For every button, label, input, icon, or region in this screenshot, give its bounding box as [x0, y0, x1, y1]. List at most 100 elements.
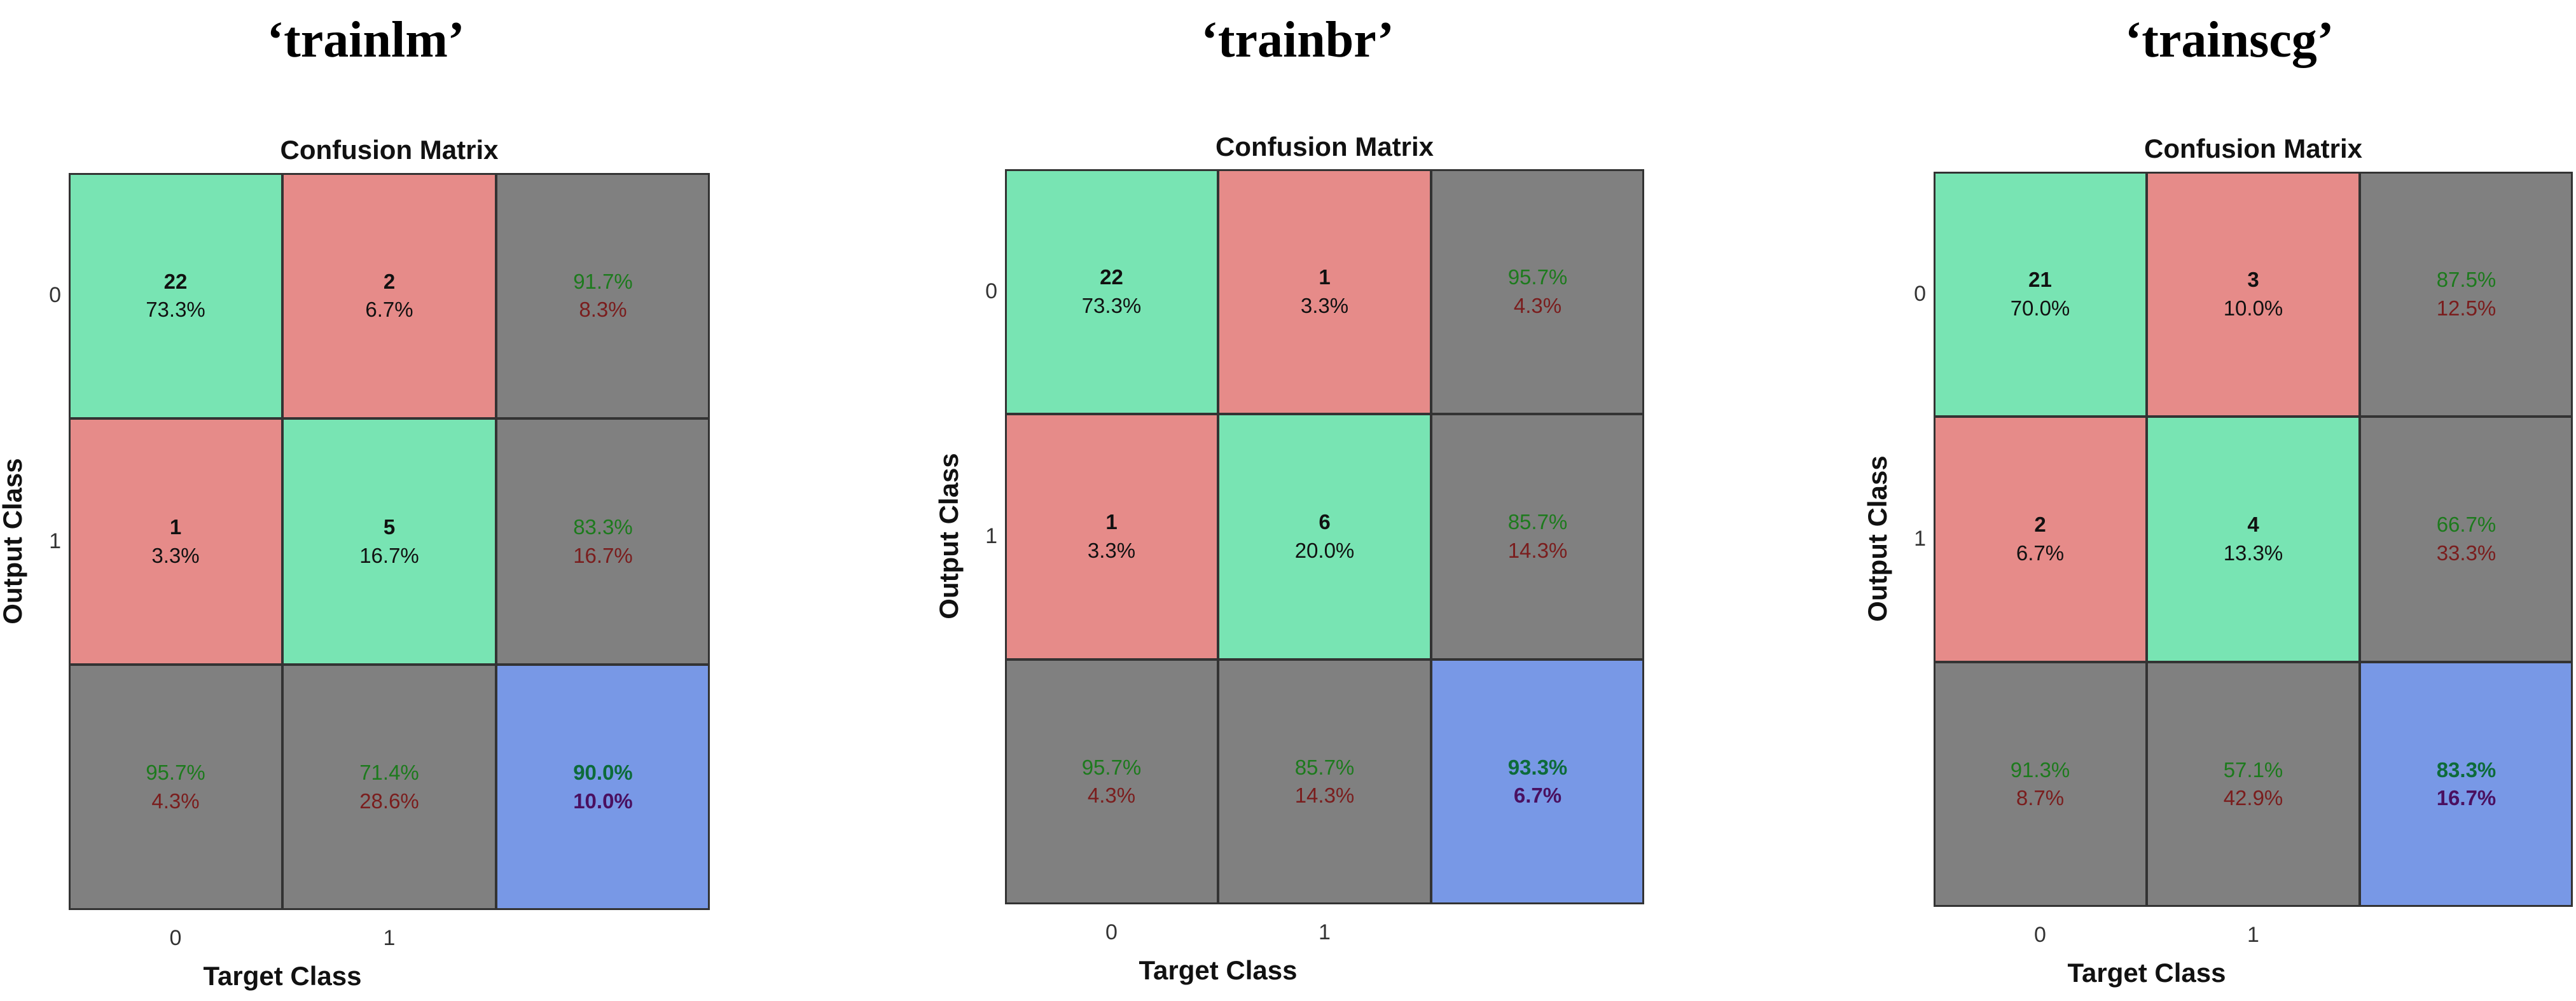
- accuracy-percent: 87.5%: [2436, 268, 2496, 292]
- summary-cell: 83.3% 16.7%: [496, 418, 710, 665]
- confusion-matrix-grid: 21 70.0% 3 10.0% 87.5% 12.5% 2 6.7% 4 13.3% 66.7% 3…: [1934, 172, 2573, 907]
- cell-count: 4: [2247, 513, 2259, 537]
- incorrect-cell: 1 3.3%: [69, 418, 282, 665]
- y-tick-label: 1: [49, 528, 61, 553]
- overall-accuracy-cell: 90.0% 10.0%: [496, 664, 710, 911]
- accuracy-percent: 66.7%: [2436, 513, 2496, 537]
- error-percent: 14.3%: [1294, 784, 1355, 808]
- cell-percent: 16.7%: [359, 543, 419, 567]
- summary-cell: 95.7% 4.3%: [1431, 169, 1644, 415]
- correct-cell: 4 13.3%: [2147, 417, 2360, 662]
- summary-cell: 85.7% 14.3%: [1431, 414, 1644, 659]
- summary-cell: 87.5% 12.5%: [2360, 172, 2573, 417]
- summary-cell: 91.7% 8.3%: [496, 173, 710, 419]
- error-percent: 33.3%: [2436, 541, 2496, 565]
- cell-count: 6: [1319, 510, 1331, 534]
- confusion-matrix-grid: 22 73.3% 1 3.3% 95.7% 4.3% 1 3.3% 6 20.0% 85.7% 14.…: [1005, 169, 1644, 904]
- error-percent: 28.6%: [359, 789, 419, 813]
- cell-count: 2: [383, 269, 396, 293]
- cell-count: 21: [2028, 268, 2052, 292]
- accuracy-percent: 83.3%: [2436, 757, 2496, 782]
- y-tick-label: 0: [985, 279, 997, 303]
- confusion-matrix-panel: ‘trainscg’ Confusion Matrix 21 70.0% 3 10.0% 8…: [1862, 0, 2576, 1001]
- x-axis-label: Target Class: [2067, 957, 2226, 988]
- correct-cell: 21 70.0%: [1934, 172, 2147, 417]
- cell-percent: 3.3%: [151, 543, 200, 567]
- confusion-matrix-panel: ‘trainbr’ Confusion Matrix 22 73.3% 1 3.3% 95.…: [932, 0, 1663, 1001]
- incorrect-cell: 2 6.7%: [282, 173, 496, 419]
- cell-count: 1: [1319, 265, 1331, 289]
- incorrect-cell: 1 3.3%: [1218, 169, 1431, 415]
- cell-percent: 6.7%: [2016, 541, 2065, 565]
- error-percent: 8.3%: [579, 298, 627, 322]
- cell-count: 1: [1105, 510, 1118, 534]
- summary-cell: 91.3% 8.7%: [1934, 661, 2147, 907]
- cell-count: 3: [2247, 268, 2259, 292]
- chart-title: Confusion Matrix: [1215, 132, 1434, 162]
- chart-title: Confusion Matrix: [2144, 134, 2362, 163]
- overall-accuracy-cell: 93.3% 6.7%: [1431, 659, 1644, 904]
- panel-heading: ‘trainbr’: [1201, 12, 1394, 68]
- x-tick-label: 1: [2247, 922, 2259, 947]
- x-tick-label: 0: [2034, 922, 2046, 947]
- incorrect-cell: 2 6.7%: [1934, 417, 2147, 662]
- x-tick-label: 1: [1319, 920, 1331, 944]
- accuracy-percent: 90.0%: [573, 761, 633, 785]
- panel-heading: ‘trainscg’: [2124, 12, 2334, 68]
- y-tick-label: 0: [49, 283, 61, 308]
- x-tick-label: 0: [169, 926, 182, 951]
- accuracy-percent: 57.1%: [2223, 757, 2283, 782]
- error-percent: 4.3%: [151, 789, 200, 813]
- accuracy-percent: 95.7%: [1507, 265, 1568, 289]
- summary-cell: 95.7% 4.3%: [1005, 659, 1218, 904]
- summary-cell: 95.7% 4.3%: [69, 664, 282, 911]
- x-axis-label: Target Class: [203, 961, 362, 991]
- accuracy-percent: 95.7%: [1081, 755, 1142, 779]
- error-percent: 6.7%: [1513, 784, 1562, 808]
- error-percent: 8.7%: [2016, 786, 2065, 810]
- accuracy-percent: 91.7%: [573, 269, 633, 293]
- error-percent: 16.7%: [573, 543, 633, 567]
- y-tick-label: 1: [985, 523, 997, 548]
- accuracy-percent: 83.3%: [573, 515, 633, 539]
- error-percent: 14.3%: [1507, 538, 1568, 562]
- cell-percent: 13.3%: [2223, 541, 2283, 565]
- x-tick-label: 0: [1105, 920, 1118, 944]
- y-axis-label: Output Class: [1862, 455, 1892, 622]
- cell-count: 22: [1100, 265, 1123, 289]
- incorrect-cell: 3 10.0%: [2147, 172, 2360, 417]
- cell-percent: 6.7%: [365, 298, 413, 322]
- cell-count: 1: [169, 515, 182, 539]
- correct-cell: 22 73.3%: [1005, 169, 1218, 415]
- confusion-matrix-panel: ‘trainlm’ Confusion Matrix 22 73.3% 2 6.7% 91.…: [0, 0, 731, 1001]
- accuracy-percent: 95.7%: [146, 761, 205, 785]
- correct-cell: 6 20.0%: [1218, 414, 1431, 659]
- cell-percent: 3.3%: [1087, 538, 1136, 562]
- incorrect-cell: 1 3.3%: [1005, 414, 1218, 659]
- accuracy-percent: 71.4%: [359, 761, 419, 785]
- summary-cell: 85.7% 14.3%: [1218, 659, 1431, 904]
- chart-title: Confusion Matrix: [280, 135, 499, 165]
- accuracy-percent: 91.3%: [2010, 757, 2070, 782]
- cell-percent: 20.0%: [1294, 538, 1355, 562]
- overall-accuracy-cell: 83.3% 16.7%: [2360, 661, 2573, 907]
- cell-percent: 70.0%: [2010, 296, 2070, 320]
- error-percent: 42.9%: [2223, 786, 2283, 810]
- cell-percent: 10.0%: [2223, 296, 2283, 320]
- correct-cell: 5 16.7%: [282, 418, 496, 665]
- cell-count: 22: [163, 269, 188, 293]
- confusion-matrix-grid: 22 73.3% 2 6.7% 91.7% 8.3% 1 3.3% 5 16.7% 83.3% 16.…: [69, 173, 710, 911]
- cell-count: 5: [383, 515, 396, 539]
- cell-percent: 3.3%: [1300, 293, 1349, 317]
- y-tick-label: 1: [1914, 526, 1926, 551]
- correct-cell: 22 73.3%: [69, 173, 282, 419]
- accuracy-percent: 85.7%: [1294, 755, 1355, 779]
- panel-heading: ‘trainlm’: [267, 12, 465, 68]
- cell-percent: 73.3%: [146, 298, 205, 322]
- summary-cell: 57.1% 42.9%: [2147, 661, 2360, 907]
- summary-cell: 71.4% 28.6%: [282, 664, 496, 911]
- y-tick-label: 0: [1914, 281, 1926, 306]
- y-axis-label: Output Class: [934, 453, 964, 619]
- error-percent: 4.3%: [1087, 784, 1136, 808]
